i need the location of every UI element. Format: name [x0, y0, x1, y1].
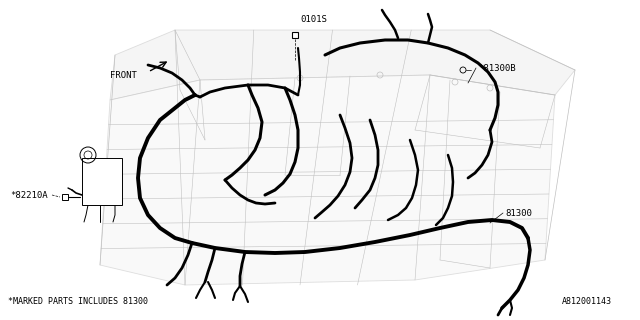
Polygon shape [82, 158, 122, 205]
Text: 0101S: 0101S [300, 15, 327, 24]
Text: *MARKED PARTS INCLUDES 81300: *MARKED PARTS INCLUDES 81300 [8, 298, 148, 307]
Text: FRONT: FRONT [110, 70, 137, 79]
Polygon shape [110, 30, 575, 100]
Text: *82210A: *82210A [10, 190, 47, 199]
Text: 81300: 81300 [505, 209, 532, 218]
Text: A812001143: A812001143 [562, 298, 612, 307]
Polygon shape [100, 75, 555, 285]
Text: *81300B: *81300B [478, 63, 516, 73]
